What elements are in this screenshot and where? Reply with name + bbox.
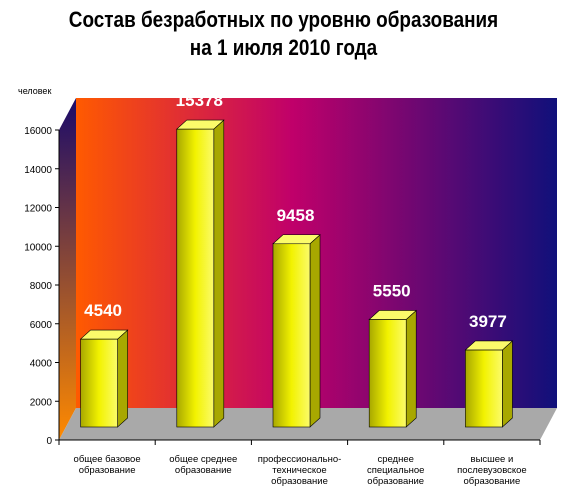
category-label-line: общее среднее bbox=[169, 454, 237, 465]
y-tick-label: 6000 bbox=[30, 320, 53, 331]
bar-side bbox=[502, 340, 513, 428]
y-tick-label: 14000 bbox=[24, 165, 52, 176]
data-label: 9458 bbox=[277, 206, 315, 225]
category-label-line: образование bbox=[464, 476, 521, 487]
bar-top bbox=[272, 234, 321, 245]
bar bbox=[368, 309, 417, 428]
category-label-line: образование bbox=[367, 476, 424, 487]
bar-front bbox=[80, 338, 118, 428]
category-label-line: среднее bbox=[377, 454, 413, 465]
category-label: общее среднее образование bbox=[169, 454, 237, 476]
bar-front bbox=[176, 128, 215, 428]
bar-side bbox=[213, 119, 225, 428]
bar bbox=[176, 119, 225, 428]
data-label: 5550 bbox=[373, 281, 411, 300]
bar-front bbox=[465, 349, 503, 428]
bar-side bbox=[309, 234, 321, 428]
category-label: высшее и послевузовское образование bbox=[457, 454, 527, 487]
y-axis-label: человек bbox=[18, 86, 51, 96]
y-tick-label: 2000 bbox=[30, 397, 53, 408]
bar-front bbox=[368, 319, 407, 428]
chart-title-line-1: Состав безработных по уровню образования bbox=[68, 7, 499, 32]
bar-top bbox=[464, 340, 514, 351]
category-label-line: высшее и bbox=[471, 454, 514, 465]
bar-top bbox=[368, 310, 417, 320]
category-label-line: общее базовое bbox=[74, 454, 141, 465]
side-wall bbox=[59, 98, 76, 440]
bar-side bbox=[405, 309, 417, 428]
y-axis: 0 2000 4000 6000 8000 10000 12000 14000 16000 чел… bbox=[18, 86, 541, 447]
y-tick-label: 12000 bbox=[24, 204, 52, 215]
data-label: 3977 bbox=[469, 312, 507, 331]
category-label-line: специальное bbox=[367, 465, 425, 476]
category-label-line: образование bbox=[79, 465, 136, 476]
chart-title-line-2: на 1 июля 2010 года bbox=[189, 35, 378, 60]
data-label: 15378 bbox=[176, 91, 223, 110]
bar-top bbox=[79, 329, 129, 340]
category-label-line: профессионально- bbox=[258, 454, 342, 465]
bar bbox=[464, 340, 514, 428]
chart-title: Состав безработных по уровню образования… bbox=[40, 6, 528, 62]
y-tick-label: 16000 bbox=[24, 126, 52, 137]
bar bbox=[79, 329, 129, 428]
bar bbox=[272, 234, 321, 428]
y-tick-label: 0 bbox=[46, 436, 52, 447]
category-label: общее базовое образование bbox=[74, 454, 141, 476]
bar-side bbox=[117, 329, 128, 428]
bars bbox=[79, 119, 514, 428]
y-tick-label: 4000 bbox=[30, 359, 53, 370]
category-label: среднее специальное образование bbox=[367, 454, 425, 487]
y-tick-label: 8000 bbox=[30, 281, 53, 292]
bar-front bbox=[272, 243, 311, 428]
bar-top bbox=[176, 119, 225, 130]
category-label: профессионально-техническое образование bbox=[258, 454, 342, 487]
y-tick-label: 10000 bbox=[24, 242, 52, 253]
category-label-line: образование bbox=[175, 465, 232, 476]
category-label-line: техническое bbox=[272, 465, 326, 476]
category-label-line: образование bbox=[271, 476, 328, 487]
category-label-line: послевузовское bbox=[457, 465, 527, 476]
data-label: 4540 bbox=[84, 301, 122, 320]
